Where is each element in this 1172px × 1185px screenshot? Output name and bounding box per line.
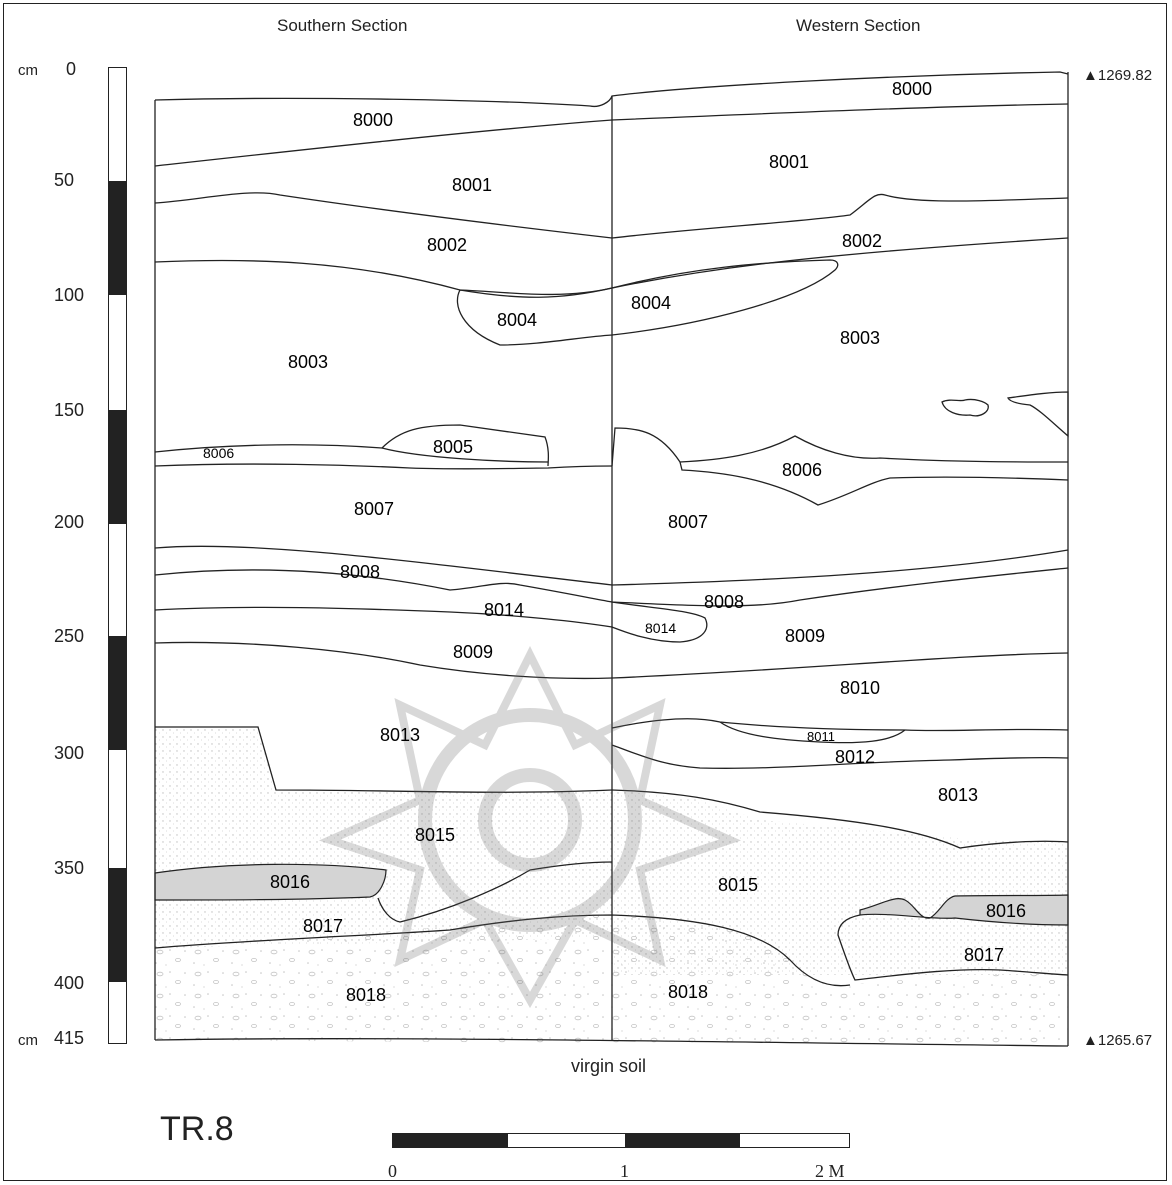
label-8008-south: 8008 [340,562,380,582]
depth-tick-0: 0 [66,59,77,79]
trench-label: TR.8 [160,1110,234,1148]
label-8013-south: 8013 [380,725,420,745]
label-8012-west: 8012 [835,747,875,767]
bar-scale-segment [393,1134,508,1147]
label-8018-south: 8018 [346,985,386,1005]
watermark-rosette [318,646,742,1009]
label-8001-west: 8001 [769,152,809,172]
base-line [154,1038,1069,1047]
label-8003-south: 8003 [288,352,328,372]
layer-8017-west [837,914,1069,981]
label-8013-west: 8013 [938,785,978,805]
elevation-top: ▲1269.82 [1083,67,1153,84]
bar-scale-tick-1: 1 [620,1161,629,1181]
boundary-8014-8009 [154,606,613,628]
label-8016-west: 8016 [986,901,1026,921]
boundary-8009-8013 [154,641,1069,680]
surface-line [154,71,1069,108]
boundary-8003-8006-south [154,424,550,467]
bar-scale-tick-0: 0 [388,1161,397,1181]
label-8010-west: 8010 [840,678,880,698]
label-8003-west: 8003 [840,328,880,348]
boundary-8003-8006-west [611,427,1069,467]
boundary-8013-8015-south [155,726,613,793]
depth-scale-band [109,410,126,524]
label-8000-south: 8000 [353,110,393,130]
boundary-8017-8018 [154,914,851,987]
label-8002-west: 8002 [842,231,882,251]
figure-frame [3,3,1167,1181]
depth-tick-100: 100 [54,285,85,305]
layer-8014-lens-west [611,601,708,643]
depth-tick-400: 400 [54,973,85,993]
label-8004-west: 8004 [631,293,671,313]
label-8001-south: 8001 [452,175,492,195]
label-8017-south: 8017 [303,916,343,936]
boundary-8007-8008 [154,545,1069,586]
depth-scale-band [109,636,126,750]
virgin-soil-label: virgin soil [571,1056,647,1076]
label-8015-south: 8015 [415,825,455,845]
boundary-8000-8001 [154,103,1069,167]
layer-8016-fill-south [154,863,387,901]
label-8017-west: 8017 [964,945,1004,965]
label-8009-west: 8009 [785,626,825,646]
small-object-1 [941,398,989,417]
depth-tick-200: 200 [54,512,85,532]
label-8002-south: 8002 [427,235,467,255]
label-8006-west: 8006 [782,460,822,480]
label-8005-south: 8005 [433,437,473,457]
boundary-8006-8007-south [154,463,613,470]
label-8006-south: 8006 [203,445,234,461]
boundary-8002-8003 [154,237,1069,298]
label-8018-west: 8018 [668,982,708,1002]
depth-tick-300: 300 [54,743,85,763]
layer-8016-fill-west [859,894,1069,926]
depth-tick-350: 350 [54,858,85,878]
depth-scale-band [109,181,126,295]
label-8000-west: 8000 [892,79,932,99]
depth-scale-bar [108,67,127,1044]
label-8014-west: 8014 [645,620,676,636]
depth-scale-band [109,868,126,982]
layer-8004-lens [456,259,839,346]
depth-tick-415: 415 [54,1028,85,1048]
label-8015-west: 8015 [718,875,758,895]
elevation-bottom: ▲1265.67 [1083,1032,1153,1049]
bar-scale-segment [625,1134,740,1147]
boundary-8008-8014 [154,567,1069,607]
depth-unit-bottom: cm [18,1032,38,1049]
depth-tick-50: 50 [54,170,75,190]
boundary-8001-8002 [154,192,1069,239]
label-8009-south: 8009 [453,642,493,662]
southern-section-title: Southern Section [277,16,408,35]
label-8016-south: 8016 [270,872,310,892]
label-8004-south: 8004 [497,310,537,330]
depth-tick-150: 150 [54,400,85,420]
label-8008-west: 8008 [704,592,744,612]
bar-scale [392,1133,850,1148]
bar-scale-tick-2m: 2 M [815,1161,845,1181]
label-8007-west: 8007 [668,512,708,532]
label-8011-west: 8011 [807,729,835,744]
layer-8015-fill-south [155,727,612,948]
western-section-title: Western Section [796,16,921,35]
boundary-8015-8017-south [377,861,613,923]
boundary-8013-8015-west [611,789,1069,849]
label-8014-south: 8014 [484,600,524,620]
small-object-2 [1007,391,1069,438]
boundary-8010-8011 [611,718,1069,732]
depth-unit-top: cm [18,62,38,79]
layer-8011-lens [719,721,906,744]
layer-8005-base [381,447,549,463]
boundary-8006-8007-west [679,461,1069,506]
depth-tick-250: 250 [54,626,85,646]
label-8007-south: 8007 [354,499,394,519]
boundary-8012-8013-west [611,744,1069,769]
